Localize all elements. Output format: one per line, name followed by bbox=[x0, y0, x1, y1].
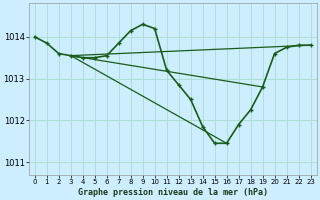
X-axis label: Graphe pression niveau de la mer (hPa): Graphe pression niveau de la mer (hPa) bbox=[78, 188, 268, 197]
